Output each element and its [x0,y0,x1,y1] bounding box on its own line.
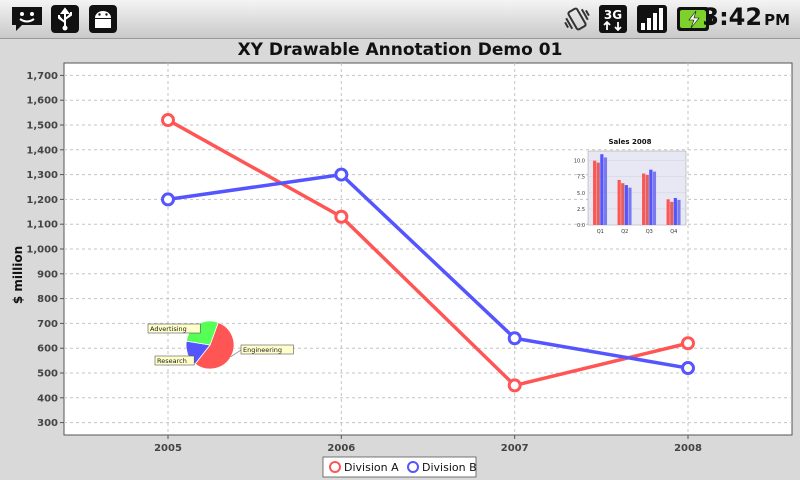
pie-label: Engineering [243,346,282,354]
pie-label-leader [230,349,242,357]
y-tick-label: 300 [37,418,58,429]
bar-annotation-bar [628,187,632,225]
y-tick-label: 900 [37,269,58,280]
y-tick-label: 1,700 [26,71,58,82]
bar-annotation-y-tick: 5.0 [577,191,585,197]
pie-label-box [154,355,195,366]
bar-annotation-bar [603,157,608,225]
chart-title: XY Drawable Annotation Demo 01 [237,40,563,60]
bar-annotation-bar [600,154,604,225]
usb-icon[interactable] [50,4,80,34]
pie-label-box [147,323,201,334]
signal-strength-icon [637,5,667,33]
chart-canvas: 300 400 500 600 700 800 900 1,000 1,100 1,200 1,30… [11,62,793,478]
y-tick-label: 1,200 [26,195,58,206]
bar-annotation-bar [677,199,681,225]
y-tick-label: 1,500 [26,121,58,132]
bar-annotation-bar [649,169,653,225]
bar-chart-annotation: Sales 2008 0.0 2.5 5.0 7.5 10.0 Q1 Q2 Q3 Q4 [574,138,687,235]
bar-annotation-bar [621,183,625,225]
bar-annotation-bar [645,174,649,225]
legend-marker [407,461,419,473]
status-clock: 3:42 PM [702,3,790,31]
battery-charging-icon [677,7,712,31]
pie-label: Research [157,357,187,365]
bar-annotation-bar [666,199,670,225]
y-tick-label: 1,000 [26,245,58,256]
data-point [334,167,349,182]
x-axis: 2005 2006 2007 2008 [154,435,702,454]
y-tick-label: 500 [37,369,58,380]
chart-view: XY Drawable Annotation Demo 01 300 400 500… [0,39,800,480]
bar-annotation-bar [593,160,597,225]
status-bar: 3G 3:42 PM [0,0,800,39]
x-tick-label: 2008 [674,443,702,454]
bar-annotation-category: Q2 [621,229,628,235]
bar-annotation-bar [642,173,646,225]
network-3g-icon: 3G [599,5,627,33]
x-tick-label: 2006 [327,443,355,454]
legend-label: Division A [344,461,399,474]
data-point [681,361,695,376]
bar-annotation-y-tick: 10.0 [574,159,585,165]
y-axis-label: $ million [11,246,25,304]
series-lines [161,113,695,393]
y-tick-label: 1,300 [26,170,58,181]
legend: Division A Division B [322,456,477,478]
pie-annotation: Engineering Research Advertising [147,320,294,370]
bar-annotation-category: Q3 [646,229,653,235]
data-point [161,113,175,128]
android-debug-icon[interactable] [88,4,118,34]
bar-annotation-title: Sales 2008 [609,138,652,146]
y-tick-label: 1,100 [26,220,58,231]
chat-notification-icon[interactable] [10,4,44,34]
network-type-label: 3G [604,8,622,22]
series-line [167,172,689,370]
y-tick-label: 400 [37,393,58,404]
bar-annotation-y-tick: 2.5 [577,207,585,213]
legend-box [322,456,477,478]
y-axis: 300 400 500 600 700 800 900 1,000 1,100 1,200 1,30… [26,71,64,429]
data-point [161,192,175,207]
legend-label: Division B [422,461,477,474]
data-point [507,378,522,393]
bar-annotation-y-tick: 7.5 [577,175,585,181]
bar-annotation-bar [624,185,628,225]
bar-annotation-bar [617,179,621,225]
pie-label-box [240,344,294,355]
pie-slice [194,321,235,370]
y-tick-label: 1,600 [26,96,58,107]
x-tick-label: 2007 [501,443,529,454]
data-point [507,331,522,346]
data-point [681,336,695,351]
data-point [334,209,349,224]
y-tick-label: 600 [37,344,58,355]
series-line [167,118,689,388]
clock-ampm: PM [764,11,790,29]
legend-marker [329,461,341,473]
bar-annotation-bar [673,197,677,225]
bar-annotation-bar [652,171,657,225]
y-tick-label: 800 [37,294,58,305]
bar-annotation-bar [670,201,674,225]
bar-annotation-y-tick: 0.0 [577,223,585,229]
x-tick-label: 2005 [154,443,182,454]
y-tick-label: 1,400 [26,145,58,156]
bar-annotation-category: Q1 [597,229,604,235]
vibrate-icon [564,7,590,31]
clock-time: 3:42 [702,3,763,31]
pie-label: Advertising [150,325,187,333]
y-tick-label: 700 [37,319,58,330]
bar-annotation-category: Q4 [670,229,677,235]
bar-annotation-bar [596,162,600,225]
